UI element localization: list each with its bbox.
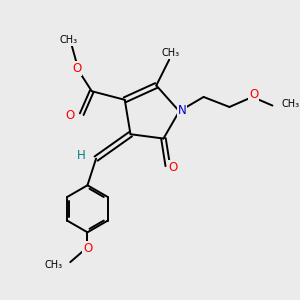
Text: CH₃: CH₃ — [162, 48, 180, 59]
Text: CH₃: CH₃ — [282, 99, 300, 109]
Text: O: O — [72, 62, 81, 75]
Text: CH₃: CH₃ — [44, 260, 62, 270]
Text: O: O — [65, 109, 75, 122]
Text: N: N — [178, 104, 187, 117]
Text: H: H — [77, 149, 86, 162]
Text: O: O — [168, 161, 178, 174]
Text: O: O — [249, 88, 258, 101]
Text: CH₃: CH₃ — [59, 35, 77, 45]
Text: O: O — [83, 242, 93, 255]
